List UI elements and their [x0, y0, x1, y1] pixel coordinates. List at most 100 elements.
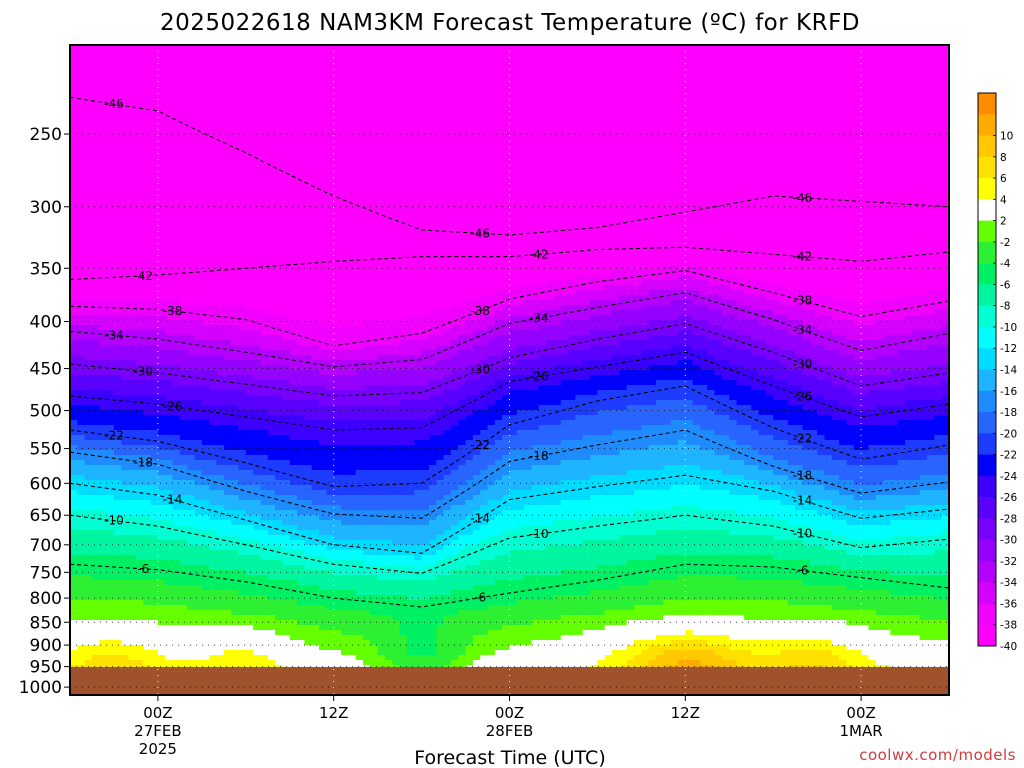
temp-cell: [253, 140, 262, 146]
temp-cell: [187, 360, 196, 366]
temp-cell: [201, 215, 210, 221]
temp-cell: [216, 210, 225, 216]
temp-cell: [341, 460, 349, 466]
temp-cell: [319, 330, 327, 336]
temp-cell: [245, 550, 254, 556]
temp-cell: [319, 570, 327, 576]
temp-cell: [91, 370, 100, 376]
temp-cell: [194, 510, 203, 516]
temp-cell: [172, 330, 181, 336]
temp-cell: [260, 145, 269, 151]
temp-cell: [84, 410, 93, 416]
temp-cell: [77, 330, 86, 336]
temp-cell: [253, 530, 262, 536]
temp-cell: [297, 120, 305, 126]
temp-cell: [165, 125, 174, 131]
temp-cell: [121, 220, 130, 226]
temp-cell: [121, 195, 130, 201]
temp-cell: [150, 260, 159, 266]
temp-cell: [113, 125, 122, 131]
temp-cell: [289, 215, 298, 221]
temp-cell: [113, 640, 122, 646]
temp-cell: [326, 530, 335, 536]
temp-cell: [297, 485, 305, 491]
temp-cell: [253, 225, 262, 231]
temp-cell: [223, 205, 232, 211]
temp-cell: [143, 360, 152, 366]
temp-cell: [275, 440, 284, 446]
temp-cell: [150, 220, 159, 226]
temp-cell: [187, 235, 196, 241]
temp-cell: [194, 495, 203, 501]
temp-cell: [128, 645, 137, 651]
temp-cell: [311, 170, 320, 176]
temp-cell: [297, 530, 305, 536]
temp-cell: [223, 65, 232, 71]
temp-cell: [135, 45, 144, 51]
temp-cell: [91, 120, 100, 126]
temp-cell: [172, 370, 181, 376]
temp-cell: [91, 280, 100, 286]
temp-cell: [135, 60, 144, 66]
temp-cell: [172, 275, 181, 281]
temp-cell: [113, 240, 122, 246]
temp-cell: [253, 110, 262, 116]
temp-cell: [348, 270, 357, 276]
temp-cell: [121, 325, 130, 331]
temp-cell: [319, 175, 327, 181]
temp-cell: [77, 520, 86, 526]
temp-cell: [348, 125, 357, 131]
temp-cell: [260, 410, 269, 416]
temp-cell: [150, 175, 159, 181]
temp-cell: [304, 370, 313, 376]
temp-cell: [84, 315, 93, 321]
temp-cell: [326, 640, 335, 646]
temp-cell: [238, 385, 247, 391]
temp-cell: [209, 165, 218, 171]
temp-cell: [216, 330, 225, 336]
temp-cell: [238, 465, 247, 471]
temp-cell: [77, 340, 86, 346]
temp-cell: [253, 330, 262, 336]
temp-cell: [311, 335, 320, 341]
temp-cell: [267, 50, 276, 56]
temp-cell: [216, 180, 225, 186]
temp-cell: [341, 220, 349, 226]
temp-cell: [216, 335, 225, 341]
temp-cell: [84, 100, 93, 106]
temp-cell: [267, 190, 276, 196]
temp-cell: [253, 645, 262, 651]
temp-cell: [289, 65, 298, 71]
temp-cell: [289, 620, 298, 626]
temp-cell: [311, 630, 320, 636]
temp-cell: [253, 495, 262, 501]
temp-cell: [165, 425, 174, 431]
temp-cell: [150, 365, 159, 371]
temp-cell: [77, 205, 86, 211]
temp-cell: [319, 405, 327, 411]
temp-cell: [253, 100, 262, 106]
temp-cell: [245, 375, 254, 381]
temp-cell: [209, 345, 218, 351]
temp-cell: [135, 545, 144, 551]
temp-cell: [253, 175, 262, 181]
temp-cell: [333, 235, 342, 241]
temp-cell: [260, 630, 269, 636]
temp-cell: [157, 130, 166, 136]
temp-cell: [319, 50, 327, 56]
temp-cell: [341, 80, 349, 86]
temp-cell: [341, 190, 349, 196]
temp-cell: [179, 145, 188, 151]
temp-cell: [113, 180, 122, 186]
temp-cell: [121, 310, 130, 316]
temp-cell: [304, 365, 313, 371]
temp-cell: [231, 355, 240, 361]
temp-cell: [135, 535, 144, 541]
temp-cell: [135, 590, 144, 596]
temp-cell: [297, 575, 305, 581]
temp-cell: [231, 410, 240, 416]
temp-cell: [348, 250, 357, 256]
temp-cell: [275, 540, 284, 546]
temp-cell: [260, 255, 269, 261]
temp-cell: [209, 155, 218, 161]
